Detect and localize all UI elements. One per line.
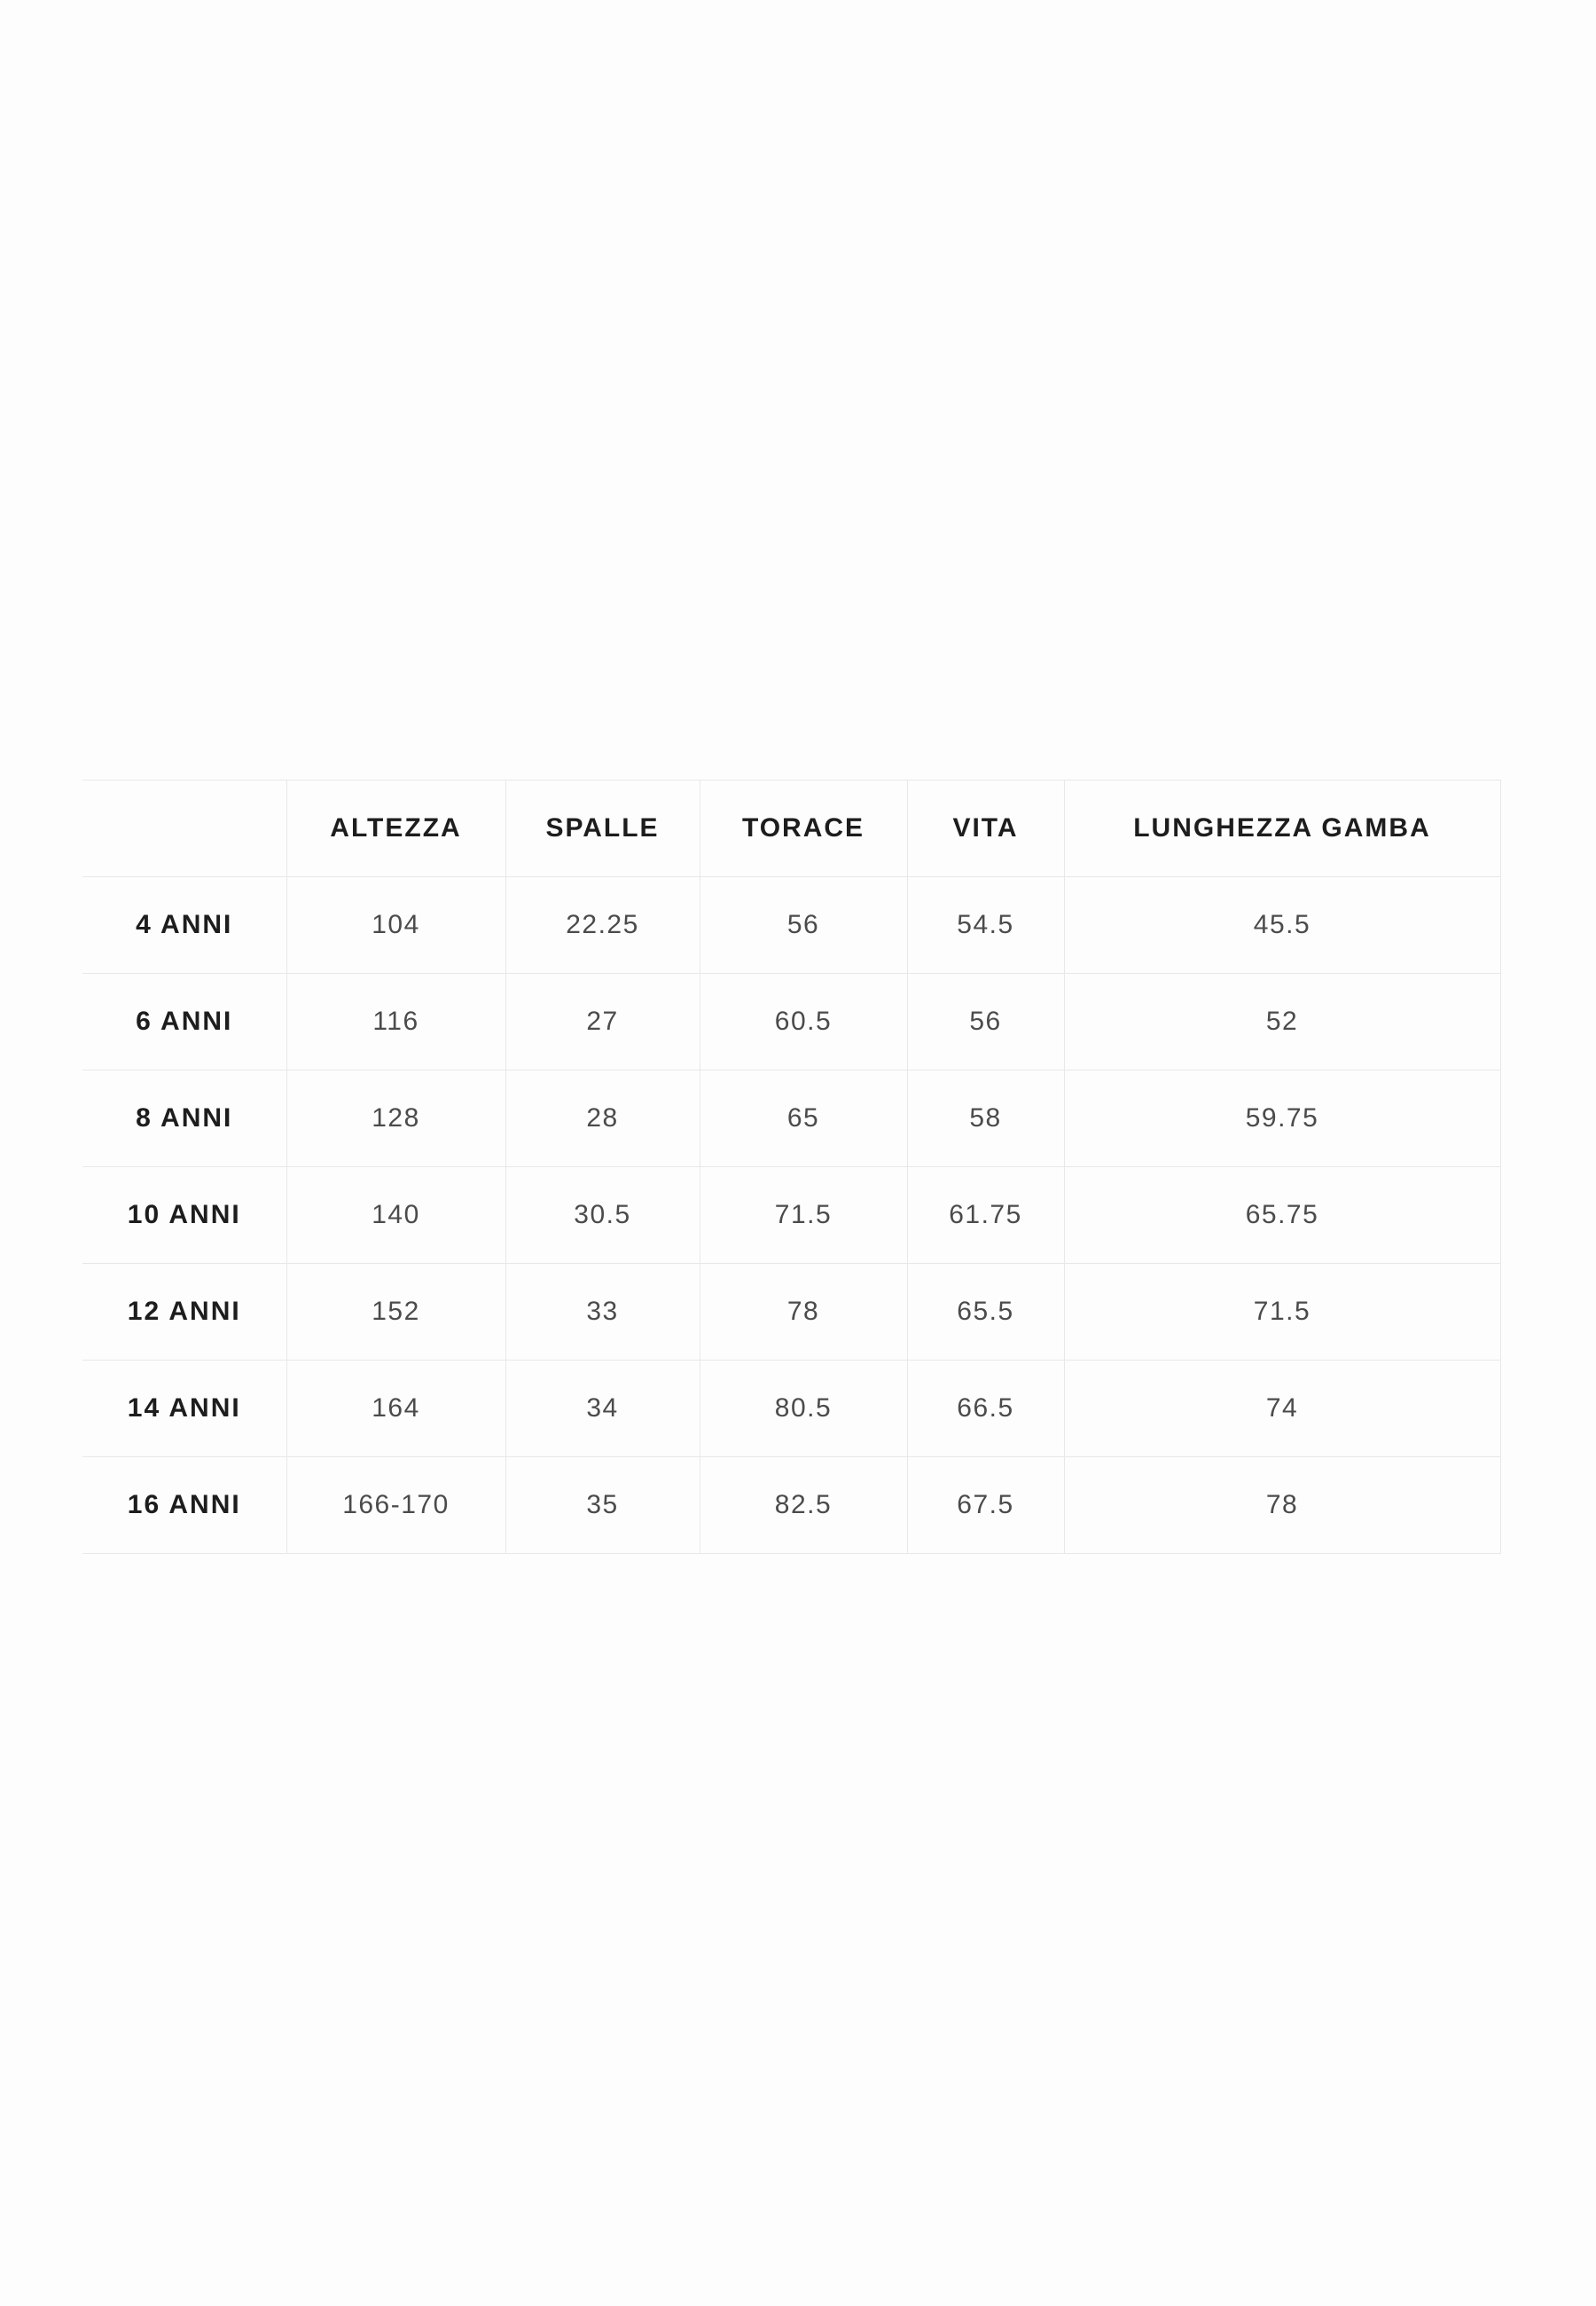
- table-row: 6 ANNI 116 27 60.5 56 52: [82, 973, 1501, 1071]
- cell-value: 128: [286, 1070, 506, 1167]
- cell-value: 60.5: [700, 973, 908, 1071]
- cell-value: 80.5: [700, 1360, 908, 1457]
- cell-value: 66.5: [907, 1360, 1065, 1457]
- size-table-body: 4 ANNI 104 22.25 56 54.5 45.5 6 ANNI 116 27 60.5 5…: [82, 876, 1501, 1554]
- cell-value: 58: [907, 1070, 1065, 1167]
- row-label: 14 ANNI: [82, 1360, 287, 1457]
- cell-value: 56: [700, 876, 908, 974]
- column-header-vita: VITA: [907, 780, 1065, 877]
- cell-value: 164: [286, 1360, 506, 1457]
- row-label: 8 ANNI: [82, 1070, 287, 1167]
- row-label: 4 ANNI: [82, 876, 287, 974]
- cell-value: 140: [286, 1166, 506, 1264]
- table-row: 8 ANNI 128 28 65 58 59.75: [82, 1070, 1501, 1167]
- cell-value: 104: [286, 876, 506, 974]
- cell-value: 56: [907, 973, 1065, 1071]
- cell-value: 33: [505, 1263, 700, 1361]
- cell-value: 45.5: [1064, 876, 1501, 974]
- cell-value: 34: [505, 1360, 700, 1457]
- cell-value: 116: [286, 973, 506, 1071]
- table-row: 16 ANNI 166-170 35 82.5 67.5 78: [82, 1456, 1501, 1554]
- cell-value: 67.5: [907, 1456, 1065, 1554]
- table-row: 10 ANNI 140 30.5 71.5 61.75 65.75: [82, 1166, 1501, 1264]
- column-header-spalle: SPALLE: [505, 780, 700, 877]
- cell-value: 65.75: [1064, 1166, 1501, 1264]
- column-header-lunghezza-gamba: LUNGHEZZA GAMBA: [1064, 780, 1501, 877]
- cell-value: 27: [505, 973, 700, 1071]
- row-label: 10 ANNI: [82, 1166, 287, 1264]
- row-label: 6 ANNI: [82, 973, 287, 1071]
- cell-value: 71.5: [700, 1166, 908, 1264]
- cell-value: 65: [700, 1070, 908, 1167]
- cell-value: 166-170: [286, 1456, 506, 1554]
- cell-value: 52: [1064, 973, 1501, 1071]
- corner-cell: [82, 780, 287, 877]
- row-label: 12 ANNI: [82, 1263, 287, 1361]
- cell-value: 78: [1064, 1456, 1501, 1554]
- cell-value: 35: [505, 1456, 700, 1554]
- cell-value: 78: [700, 1263, 908, 1361]
- column-header-torace: TORACE: [700, 780, 908, 877]
- column-header-altezza: ALTEZZA: [286, 780, 506, 877]
- table-row: 12 ANNI 152 33 78 65.5 71.5: [82, 1263, 1501, 1361]
- cell-value: 22.25: [505, 876, 700, 974]
- cell-value: 30.5: [505, 1166, 700, 1264]
- table-row: 4 ANNI 104 22.25 56 54.5 45.5: [82, 876, 1501, 974]
- cell-value: 54.5: [907, 876, 1065, 974]
- cell-value: 71.5: [1064, 1263, 1501, 1361]
- cell-value: 28: [505, 1070, 700, 1167]
- cell-value: 82.5: [700, 1456, 908, 1554]
- cell-value: 74: [1064, 1360, 1501, 1457]
- table-row: 14 ANNI 164 34 80.5 66.5 74: [82, 1360, 1501, 1457]
- cell-value: 65.5: [907, 1263, 1065, 1361]
- header-row: ALTEZZA SPALLE TORACE VITA LUNGHEZZA GAM…: [82, 780, 1501, 877]
- cell-value: 59.75: [1064, 1070, 1501, 1167]
- row-label: 16 ANNI: [82, 1456, 287, 1554]
- cell-value: 61.75: [907, 1166, 1065, 1264]
- size-chart-table: ALTEZZA SPALLE TORACE VITA LUNGHEZZA GAM…: [82, 780, 1501, 1554]
- table-header: ALTEZZA SPALLE TORACE VITA LUNGHEZZA GAM…: [82, 780, 1501, 877]
- cell-value: 152: [286, 1263, 506, 1361]
